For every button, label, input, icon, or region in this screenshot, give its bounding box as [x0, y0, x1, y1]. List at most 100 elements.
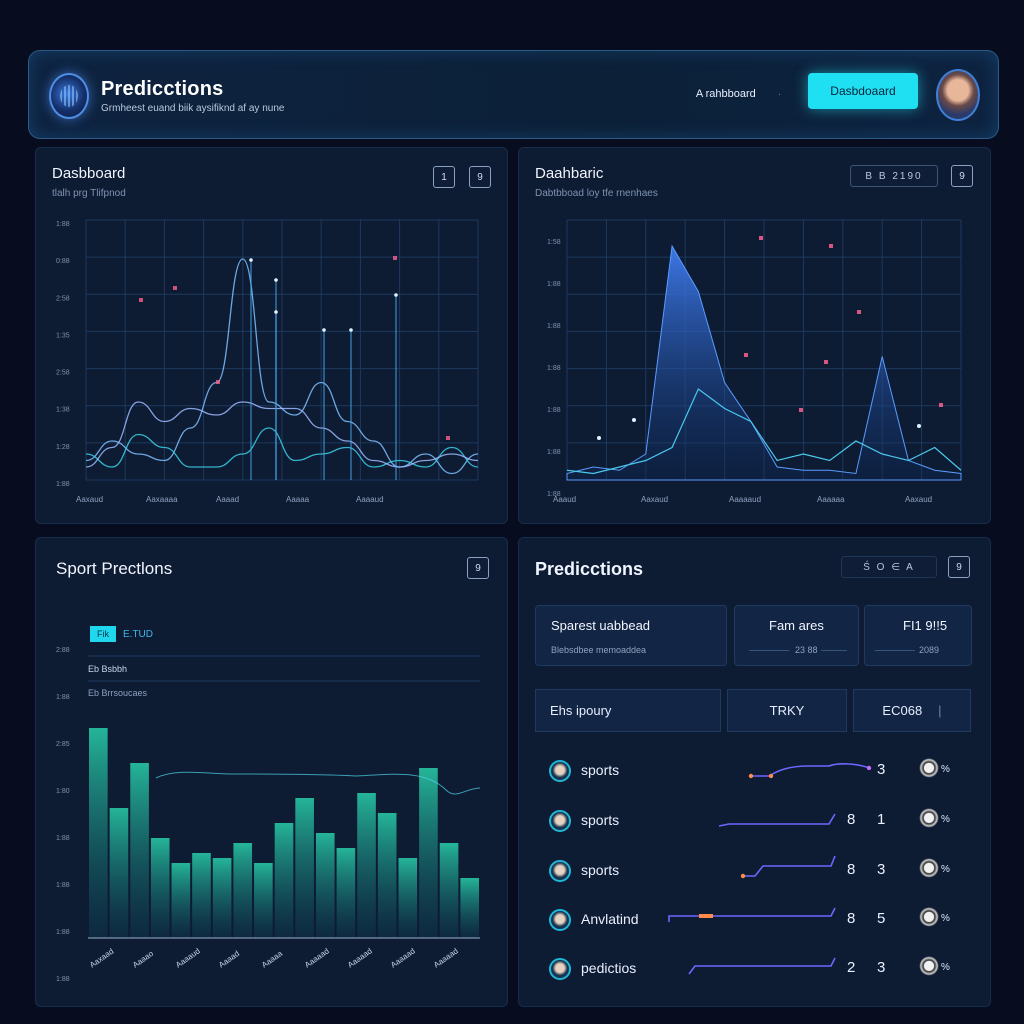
chevron-icon: |	[938, 703, 942, 718]
data-point	[274, 310, 278, 314]
team-avatar-icon	[549, 860, 571, 882]
prediction-row[interactable]: Anvlatind 8 5%	[549, 905, 969, 935]
row-value-1: 8	[847, 811, 856, 828]
filter-dropdown[interactable]: EC068 |	[853, 689, 971, 732]
row-percent: %	[941, 764, 950, 775]
panel-menu-button[interactable]: 9	[948, 556, 970, 578]
nav-link-dashboard[interactable]: A rahbboard ·	[669, 80, 809, 108]
line-chart: 1:88 0:88 2:58 1:35 2:58 1:38 1:28 1:88 Aaxaud Aa…	[56, 219, 479, 504]
prediction-row[interactable]: sports 8 1%	[549, 806, 969, 836]
app-header: Predicctions Grmheest euand biik aysifik…	[28, 50, 999, 139]
x-tick-label: Aaaaud	[356, 495, 384, 504]
stat-card-title: Fam ares	[769, 618, 824, 633]
marker-point	[857, 310, 861, 314]
x-tick-label: Aaaud	[553, 495, 576, 504]
bar	[254, 863, 273, 938]
stat-card-score[interactable]: FI1 9!!5 2089	[864, 605, 972, 666]
y-tick-label: 1:88	[547, 449, 561, 456]
y-tick-label: 1:88	[56, 882, 70, 889]
dashboard-button[interactable]: Dasbdoaard	[808, 73, 918, 109]
stat-card-title: FI1 9!!5	[903, 618, 948, 633]
row-percent: %	[941, 864, 950, 875]
stat-card-summary[interactable]: Sparest uabbead Blebsdbee memoaddea	[535, 605, 727, 666]
y-tick-label: 1:58	[547, 239, 561, 246]
panel-menu-button[interactable]: 9	[467, 557, 489, 579]
panel-option-button[interactable]: 1	[433, 166, 455, 188]
prediction-row[interactable]: sports 3%	[549, 756, 969, 786]
bar	[460, 878, 479, 938]
bar	[377, 813, 397, 938]
legend-line-2: Eb Brrsoucaes	[88, 688, 148, 698]
marker-point	[759, 236, 763, 240]
bar	[171, 863, 191, 938]
bar	[315, 833, 335, 938]
x-tick-label: Aaxaad	[88, 947, 115, 970]
y-tick-label: 1:88	[56, 481, 70, 488]
x-tick-label: Aaaaad	[432, 946, 460, 969]
bar-chart: 2:88 1:88 2:85 1:80 1:88 1:88 1:88 1:88 Aaxaad Aa…	[56, 647, 481, 983]
team-avatar-icon	[549, 760, 571, 782]
bar	[109, 808, 129, 938]
user-avatar[interactable]	[936, 69, 980, 121]
series-line	[85, 401, 479, 468]
y-tick-label: 1:88	[56, 835, 70, 842]
bar	[274, 823, 294, 938]
y-tick-label: 1:88	[56, 694, 70, 701]
stat-divider	[875, 650, 915, 651]
bar	[150, 838, 170, 938]
stat-card-value: 2089	[919, 645, 940, 655]
x-tick-label: Aaaad	[217, 949, 241, 970]
stat-divider	[749, 650, 789, 651]
series-line	[566, 388, 962, 475]
bar	[419, 768, 438, 938]
y-tick-label: 0:88	[56, 258, 70, 265]
panel-subtitle: tlalh prg Tlifpnod	[52, 188, 126, 199]
prediction-row[interactable]: sports 8 3%	[549, 856, 969, 886]
series-line	[85, 258, 479, 475]
row-label: sports	[581, 862, 620, 878]
view-controls[interactable]: Ś O ∈ A	[841, 556, 937, 578]
stat-card-value: 23 88	[795, 645, 818, 655]
y-tick-label: 2:85	[56, 741, 70, 748]
data-point	[632, 418, 636, 422]
row-value-1: 8	[847, 910, 856, 927]
bar	[233, 843, 253, 938]
area-series	[566, 244, 962, 481]
bar	[398, 858, 418, 938]
y-tick-label: 1:88	[547, 281, 561, 288]
filter-dropdown-label: EC068	[882, 703, 923, 718]
stat-divider	[821, 650, 847, 651]
marker-point	[939, 403, 943, 407]
row-value-2: 3	[877, 861, 886, 878]
soccer-ball-icon	[919, 907, 939, 929]
y-tick-label: 1:88	[56, 929, 70, 936]
marker-point	[139, 298, 143, 302]
y-tick-label: 1:88	[547, 323, 561, 330]
panel-dashboard-line-chart: Dasbboard tlalh prg Tlifpnod 1 9 1:88 0:8…	[35, 147, 508, 524]
filter-category[interactable]: Ehs ipoury	[535, 689, 721, 732]
marker-point	[829, 244, 833, 248]
x-tick-label: Aaaaad	[389, 946, 417, 969]
filter-status[interactable]: TRKY	[727, 689, 847, 732]
x-tick-label: Aaaaa	[286, 495, 310, 504]
panel-sport-predictions: Sport Prectlons 9 Fik E.TUD Eb Bsbbh Eb …	[35, 537, 508, 1007]
stat-card-games[interactable]: Fam ares 23 88	[734, 605, 859, 666]
y-tick-label: 1:88	[56, 221, 70, 228]
bar	[439, 843, 459, 938]
x-tick-label: Aaxaud	[641, 495, 668, 504]
row-label: sports	[581, 812, 620, 828]
panel-menu-button[interactable]: 9	[469, 166, 491, 188]
range-selector[interactable]: B B 2190	[850, 165, 938, 187]
stat-card-subtitle: Blebsdbee memoaddea	[551, 645, 647, 655]
panel-menu-button[interactable]: 9	[951, 165, 973, 187]
soccer-ball-icon	[919, 808, 939, 830]
prediction-row[interactable]: pedictios 2 3%	[549, 954, 969, 984]
team-avatar-icon	[549, 810, 571, 832]
row-value-2: 3	[877, 959, 886, 976]
bar	[336, 848, 356, 938]
soccer-ball-icon	[919, 956, 939, 978]
row-label: Anvlatind	[581, 911, 639, 927]
y-tick-label: 1:88	[547, 491, 561, 498]
row-percent: %	[941, 962, 950, 973]
